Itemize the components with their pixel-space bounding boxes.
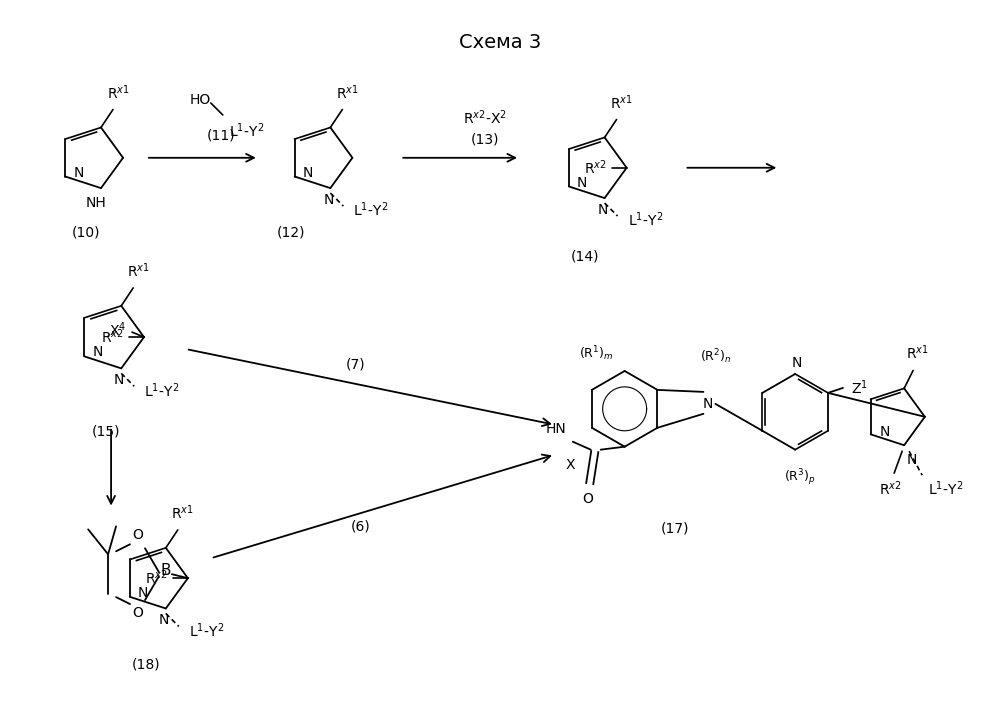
Text: (R$^{1}$)$_{m}$: (R$^{1}$)$_{m}$ [579, 345, 614, 363]
Text: N: N [597, 203, 608, 217]
Text: (R$^{3}$)$_{p}$: (R$^{3}$)$_{p}$ [784, 467, 816, 489]
Text: (7): (7) [346, 358, 365, 372]
Text: L$^{1}$-Y$^{2}$: L$^{1}$-Y$^{2}$ [628, 211, 663, 229]
Text: X$^{4}$: X$^{4}$ [109, 321, 126, 340]
Text: O: O [133, 606, 143, 620]
Text: O: O [582, 491, 593, 505]
Text: (12): (12) [276, 225, 305, 239]
Text: (13): (13) [471, 133, 499, 147]
Text: N: N [702, 397, 713, 411]
Text: R$^{x2}$: R$^{x2}$ [879, 479, 902, 498]
Text: R$^{x1}$: R$^{x1}$ [171, 503, 194, 522]
Text: HN: HN [546, 422, 567, 435]
Text: L$^{1}$-Y$^{2}$: L$^{1}$-Y$^{2}$ [189, 621, 224, 640]
Text: N: N [73, 166, 84, 180]
Text: HO: HO [190, 93, 211, 107]
Text: R$^{x1}$: R$^{x1}$ [107, 83, 129, 102]
Text: N: N [577, 175, 587, 190]
Text: Схема 3: Схема 3 [459, 33, 541, 52]
Text: N: N [303, 166, 313, 180]
Text: N: N [880, 425, 890, 439]
Text: L$^{1}$-Y$^{2}$: L$^{1}$-Y$^{2}$ [353, 201, 389, 220]
Text: Z$^{1}$: Z$^{1}$ [851, 379, 868, 397]
Text: (R$^{2}$)$_{n}$: (R$^{2}$)$_{n}$ [700, 348, 731, 366]
Text: (15): (15) [92, 425, 120, 439]
Text: NH: NH [86, 196, 106, 210]
Text: L$^{1}$-Y$^{2}$: L$^{1}$-Y$^{2}$ [144, 381, 179, 400]
Text: R$^{x1}$: R$^{x1}$ [127, 261, 150, 280]
Text: R$^{x2}$: R$^{x2}$ [145, 569, 168, 587]
Text: L$^{1}$-Y$^{2}$: L$^{1}$-Y$^{2}$ [928, 479, 963, 498]
Text: (17): (17) [660, 521, 689, 535]
Text: R$^{x2}$-X$^{2}$: R$^{x2}$-X$^{2}$ [463, 108, 507, 127]
Text: (18): (18) [132, 658, 160, 672]
Text: (14): (14) [571, 249, 599, 263]
Text: (6): (6) [351, 519, 370, 534]
Text: N: N [138, 586, 148, 600]
Text: R$^{x1}$: R$^{x1}$ [906, 344, 928, 363]
Text: O: O [133, 529, 143, 542]
Text: (11): (11) [206, 129, 235, 143]
Text: R$^{x2}$: R$^{x2}$ [101, 328, 124, 346]
Text: R$^{x1}$: R$^{x1}$ [336, 83, 359, 102]
Text: L$^{1}$-Y$^{2}$: L$^{1}$-Y$^{2}$ [229, 121, 264, 140]
Text: X: X [566, 457, 576, 472]
Text: (10): (10) [72, 225, 100, 239]
Text: N: N [792, 356, 802, 370]
Text: N: N [92, 345, 103, 359]
Text: N: N [159, 614, 169, 627]
Text: N: N [906, 453, 917, 467]
Text: N: N [114, 374, 124, 387]
Text: B: B [161, 563, 171, 578]
Text: R$^{x1}$: R$^{x1}$ [610, 93, 633, 111]
Text: N: N [323, 193, 334, 207]
Text: R$^{x2}$: R$^{x2}$ [584, 158, 607, 177]
